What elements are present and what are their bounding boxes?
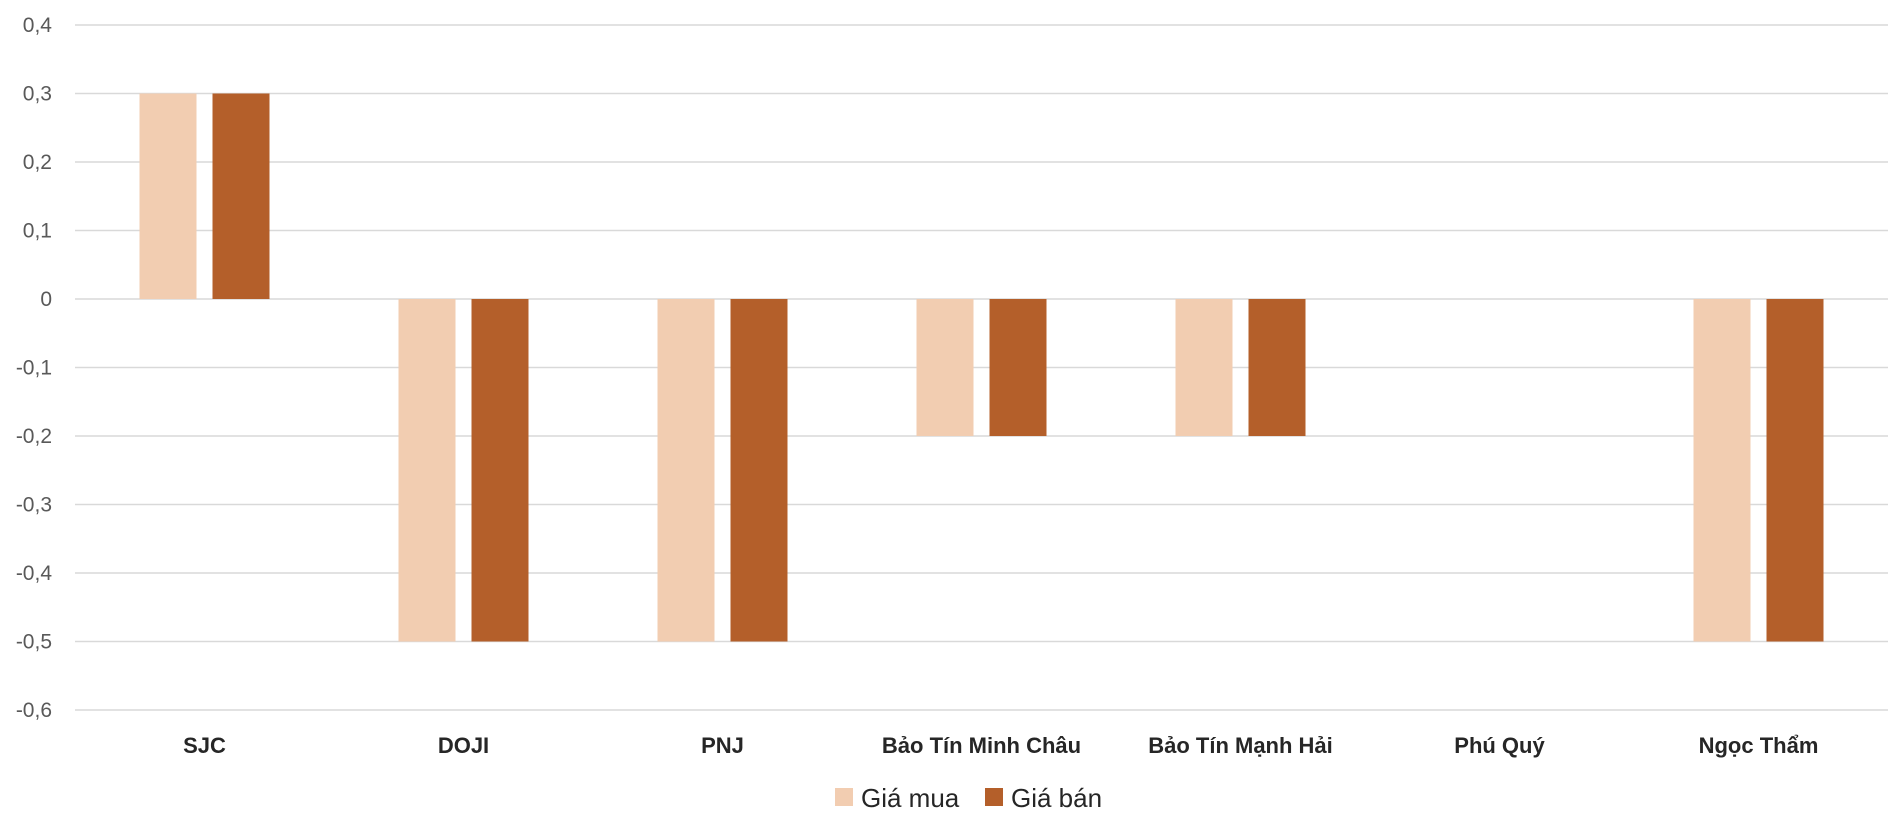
legend-label: Giá bán bbox=[1011, 783, 1102, 813]
bar-gia-ban-3 bbox=[989, 299, 1047, 436]
y-tick-label: -0,1 bbox=[16, 357, 52, 380]
bar-gia-mua-3 bbox=[916, 299, 974, 436]
y-tick-label: -0,4 bbox=[16, 562, 53, 585]
legend-label: Giá mua bbox=[861, 783, 960, 813]
category-labels: SJC DOJI PNJ Bảo Tín Minh Châu Bảo Tín Mạnh … bbox=[183, 733, 1818, 758]
y-tick-label: -0,2 bbox=[16, 425, 52, 448]
bar-gia-ban-4 bbox=[1248, 299, 1306, 436]
bar-gia-mua-2 bbox=[657, 299, 715, 642]
legend: Giá mua Giá bán bbox=[835, 783, 1102, 813]
legend-swatch bbox=[985, 788, 1003, 806]
y-tick-label: -0,6 bbox=[16, 699, 52, 722]
bar-gia-ban-0 bbox=[212, 93, 270, 299]
category-label: Bảo Tín Mạnh Hải bbox=[1148, 733, 1333, 758]
category-label: Ngọc Thẩm bbox=[1699, 733, 1819, 758]
y-tick-label: 0,3 bbox=[23, 83, 52, 106]
category-label: SJC bbox=[183, 733, 226, 758]
category-label: DOJI bbox=[438, 733, 489, 758]
bars bbox=[139, 93, 1824, 642]
bar-gia-ban-2 bbox=[730, 299, 788, 642]
y-tick-label: -0,3 bbox=[16, 494, 52, 517]
category-label: Bảo Tín Minh Châu bbox=[882, 733, 1081, 758]
bar-gia-mua-1 bbox=[398, 299, 456, 642]
bar-gia-ban-6 bbox=[1766, 299, 1824, 642]
bar-gia-mua-4 bbox=[1175, 299, 1233, 436]
y-axis-tick-labels: 0,4 0,3 0,2 0,1 0 -0,1 -0,2 -0,3 -0,4 -0,5 -0,6 bbox=[16, 14, 53, 722]
legend-swatch bbox=[835, 788, 853, 806]
y-tick-label: 0,1 bbox=[23, 220, 52, 243]
gridlines bbox=[75, 24, 1888, 711]
bar-gia-ban-1 bbox=[471, 299, 529, 642]
bar-gia-mua-6 bbox=[1693, 299, 1751, 642]
y-tick-label: 0 bbox=[40, 288, 52, 311]
y-tick-label: 0,2 bbox=[23, 151, 52, 174]
category-label: Phú Quý bbox=[1454, 733, 1545, 758]
y-tick-label: -0,5 bbox=[16, 631, 52, 654]
bar-gia-mua-0 bbox=[139, 93, 197, 299]
category-label: PNJ bbox=[701, 733, 744, 758]
y-tick-label: 0,4 bbox=[23, 14, 53, 37]
